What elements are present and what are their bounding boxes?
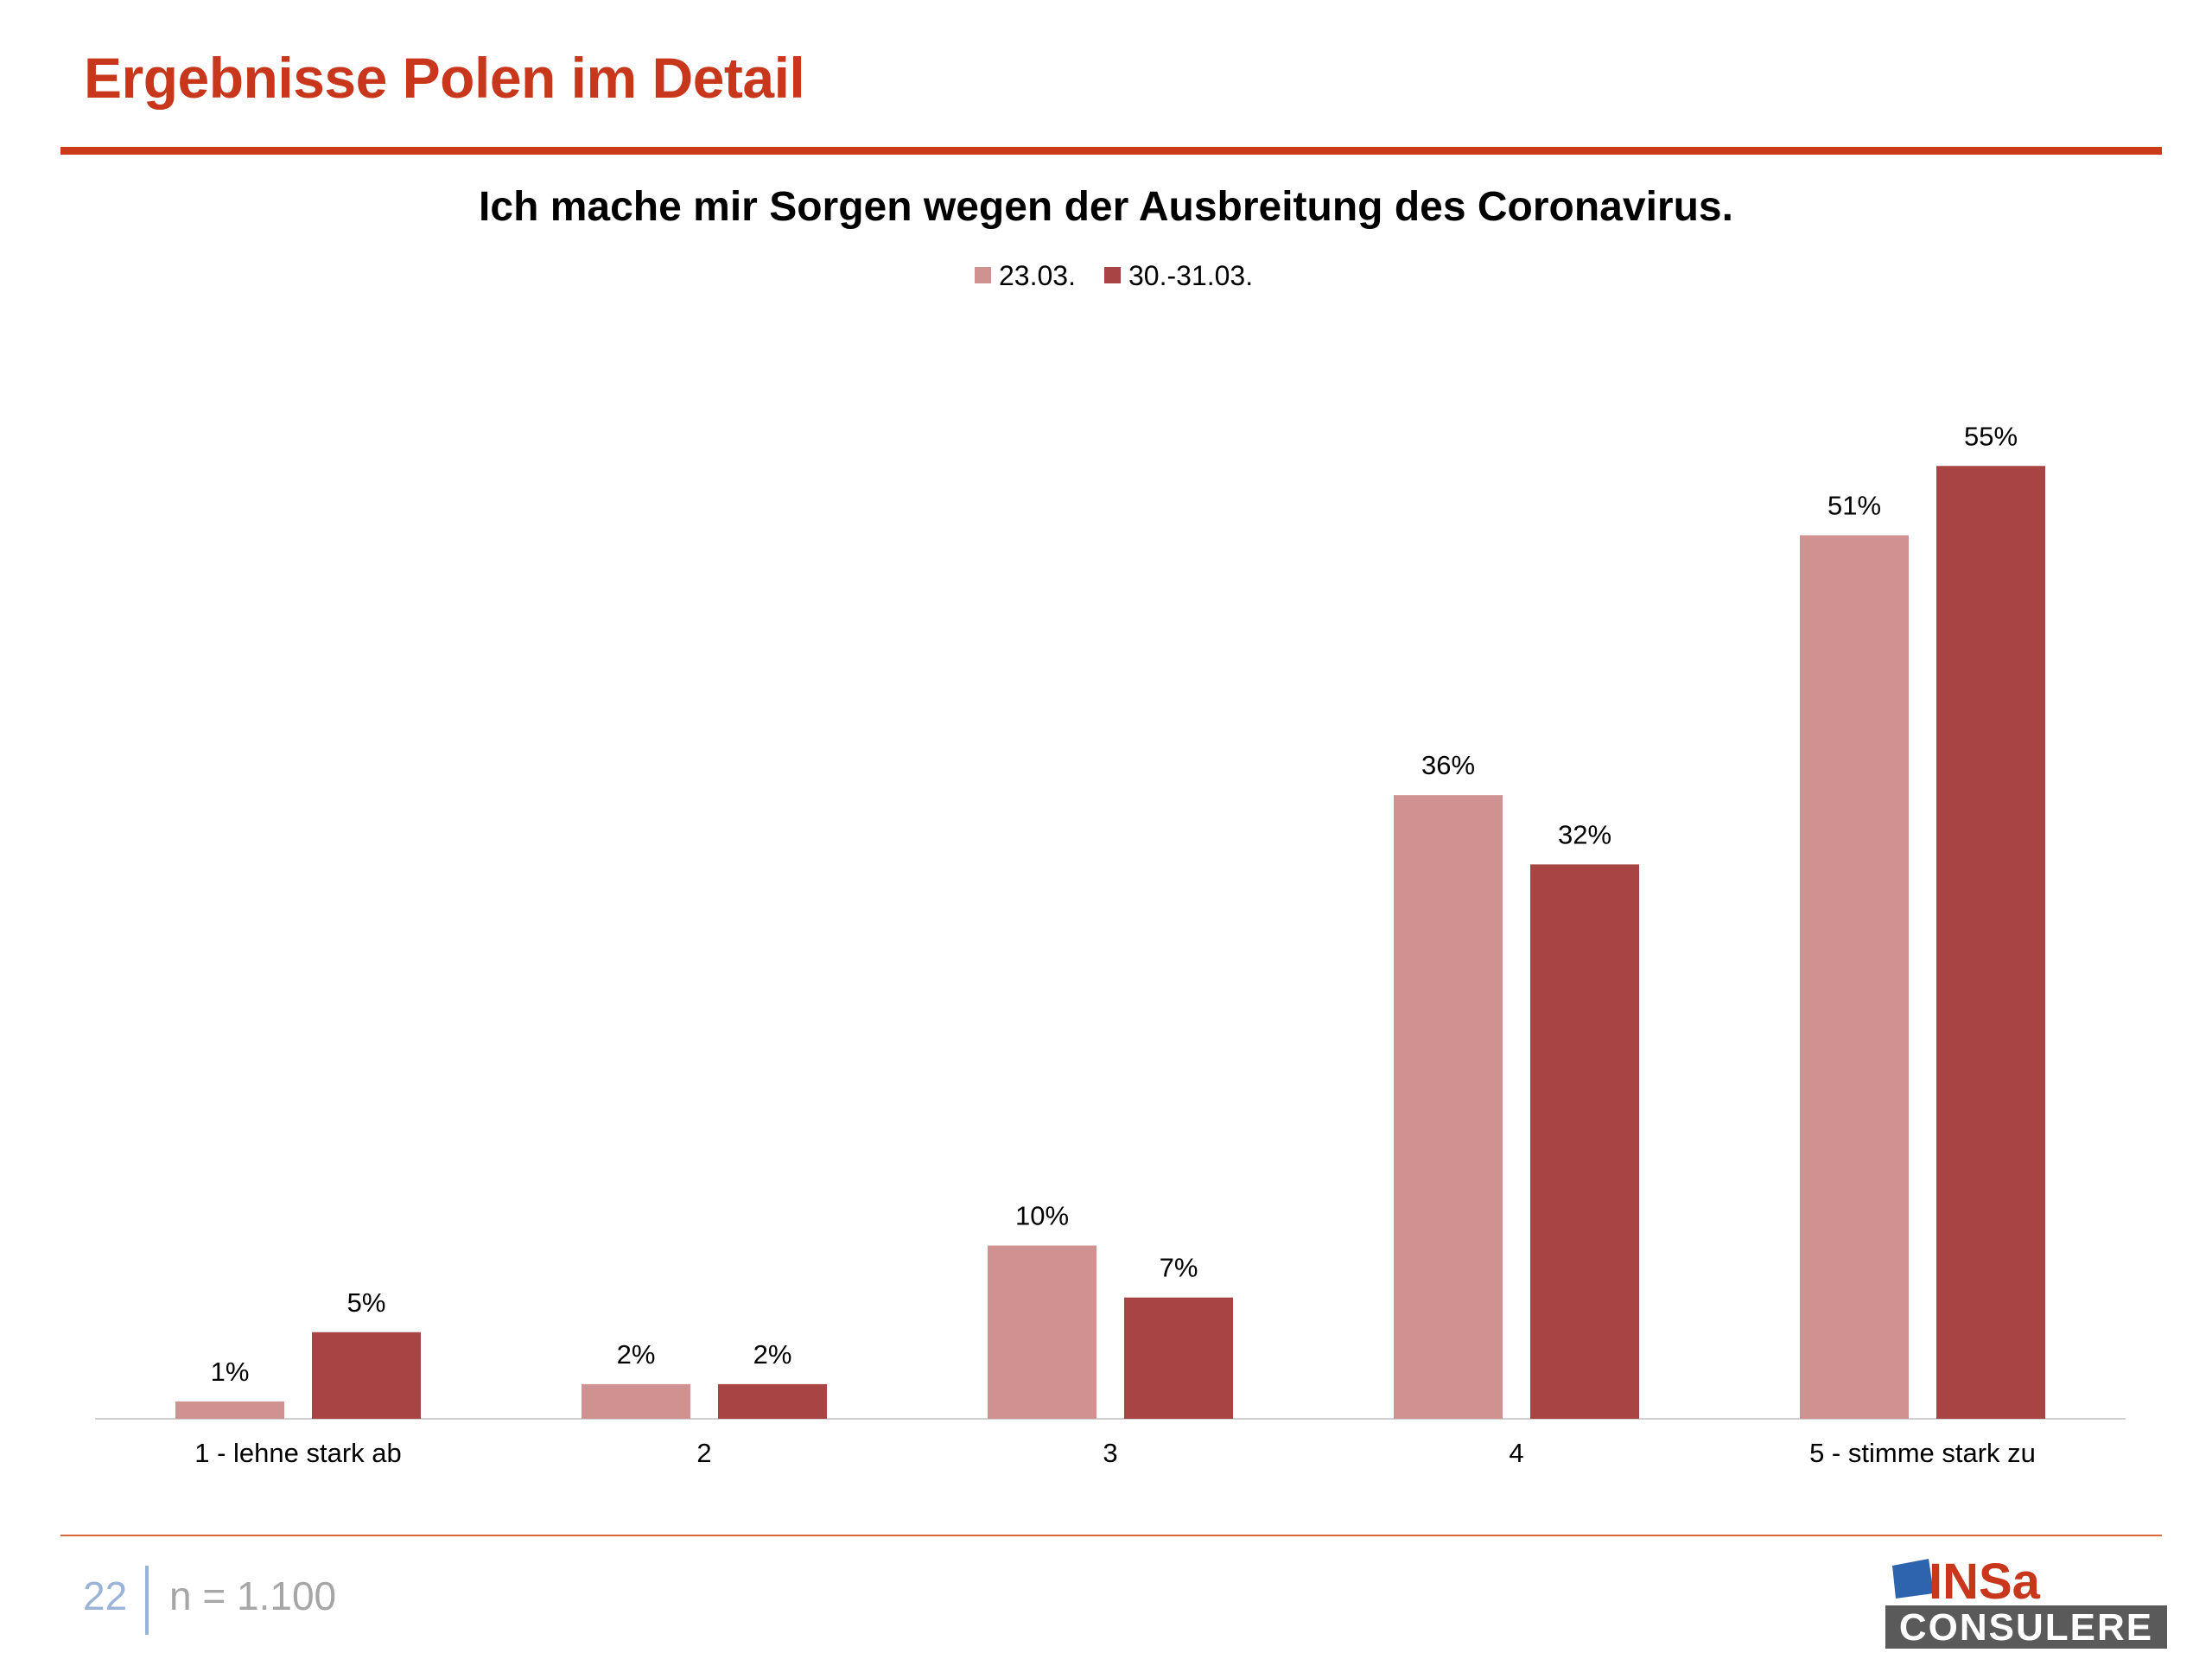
bar-s2-c4	[1530, 864, 1639, 1419]
data-label-s2-c1: 5%	[347, 1287, 386, 1318]
insa-consulere-logo: INSa CONSULERE	[1885, 1554, 2167, 1649]
data-label-s1-c4: 36%	[1421, 750, 1475, 780]
category-label-5: 5 - stimme stark zu	[1809, 1438, 2036, 1468]
bar-s1-c2	[582, 1383, 690, 1419]
page-number: 22	[83, 1573, 128, 1618]
chart: Ich mache mir Sorgen wegen der Ausbreitu…	[95, 184, 2126, 1468]
legend-label-2: 30.-31.03.	[1128, 260, 1253, 291]
data-label-s2-c3: 7%	[1160, 1253, 1198, 1283]
sample-size: n = 1.100	[169, 1573, 337, 1618]
logo-text-top: INSa	[1929, 1554, 2041, 1610]
category-label-4: 4	[1509, 1438, 1523, 1468]
category-label-1: 1 - lehne stark ab	[194, 1438, 402, 1468]
bar-s1-c4	[1394, 795, 1503, 1419]
data-label-s1-c5: 51%	[1827, 490, 1881, 520]
slide-title: Ergebnisse Polen im Detail	[84, 46, 805, 110]
data-label-s1-c2: 2%	[617, 1339, 656, 1370]
bar-s2-c5	[1936, 466, 2045, 1419]
chart-title: Ich mache mir Sorgen wegen der Ausbreitu…	[479, 184, 1733, 230]
bar-s1-c5	[1800, 535, 1909, 1419]
bar-s1-c1	[175, 1401, 284, 1419]
category-label-3: 3	[1103, 1438, 1117, 1468]
category-label-2: 2	[696, 1438, 711, 1468]
data-label-s1-c3: 10%	[1015, 1201, 1069, 1231]
footer-rule	[60, 1535, 2162, 1536]
legend-swatch-1	[975, 267, 991, 283]
bar-s2-c3	[1124, 1297, 1233, 1419]
data-label-s1-c1: 1%	[211, 1357, 250, 1387]
data-label-s2-c2: 2%	[753, 1339, 792, 1370]
bar-s2-c2	[718, 1383, 827, 1419]
bar-s1-c3	[988, 1245, 1096, 1419]
data-label-s2-c4: 32%	[1558, 819, 1611, 849]
legend-swatch-2	[1104, 267, 1121, 283]
page-divider	[145, 1566, 149, 1635]
title-rule	[60, 147, 2162, 155]
legend-label-1: 23.03.	[999, 260, 1076, 291]
bar-s2-c1	[312, 1332, 421, 1419]
logo-text-bottom: CONSULERE	[1899, 1606, 2153, 1649]
data-label-s2-c5: 55%	[1964, 421, 2018, 451]
